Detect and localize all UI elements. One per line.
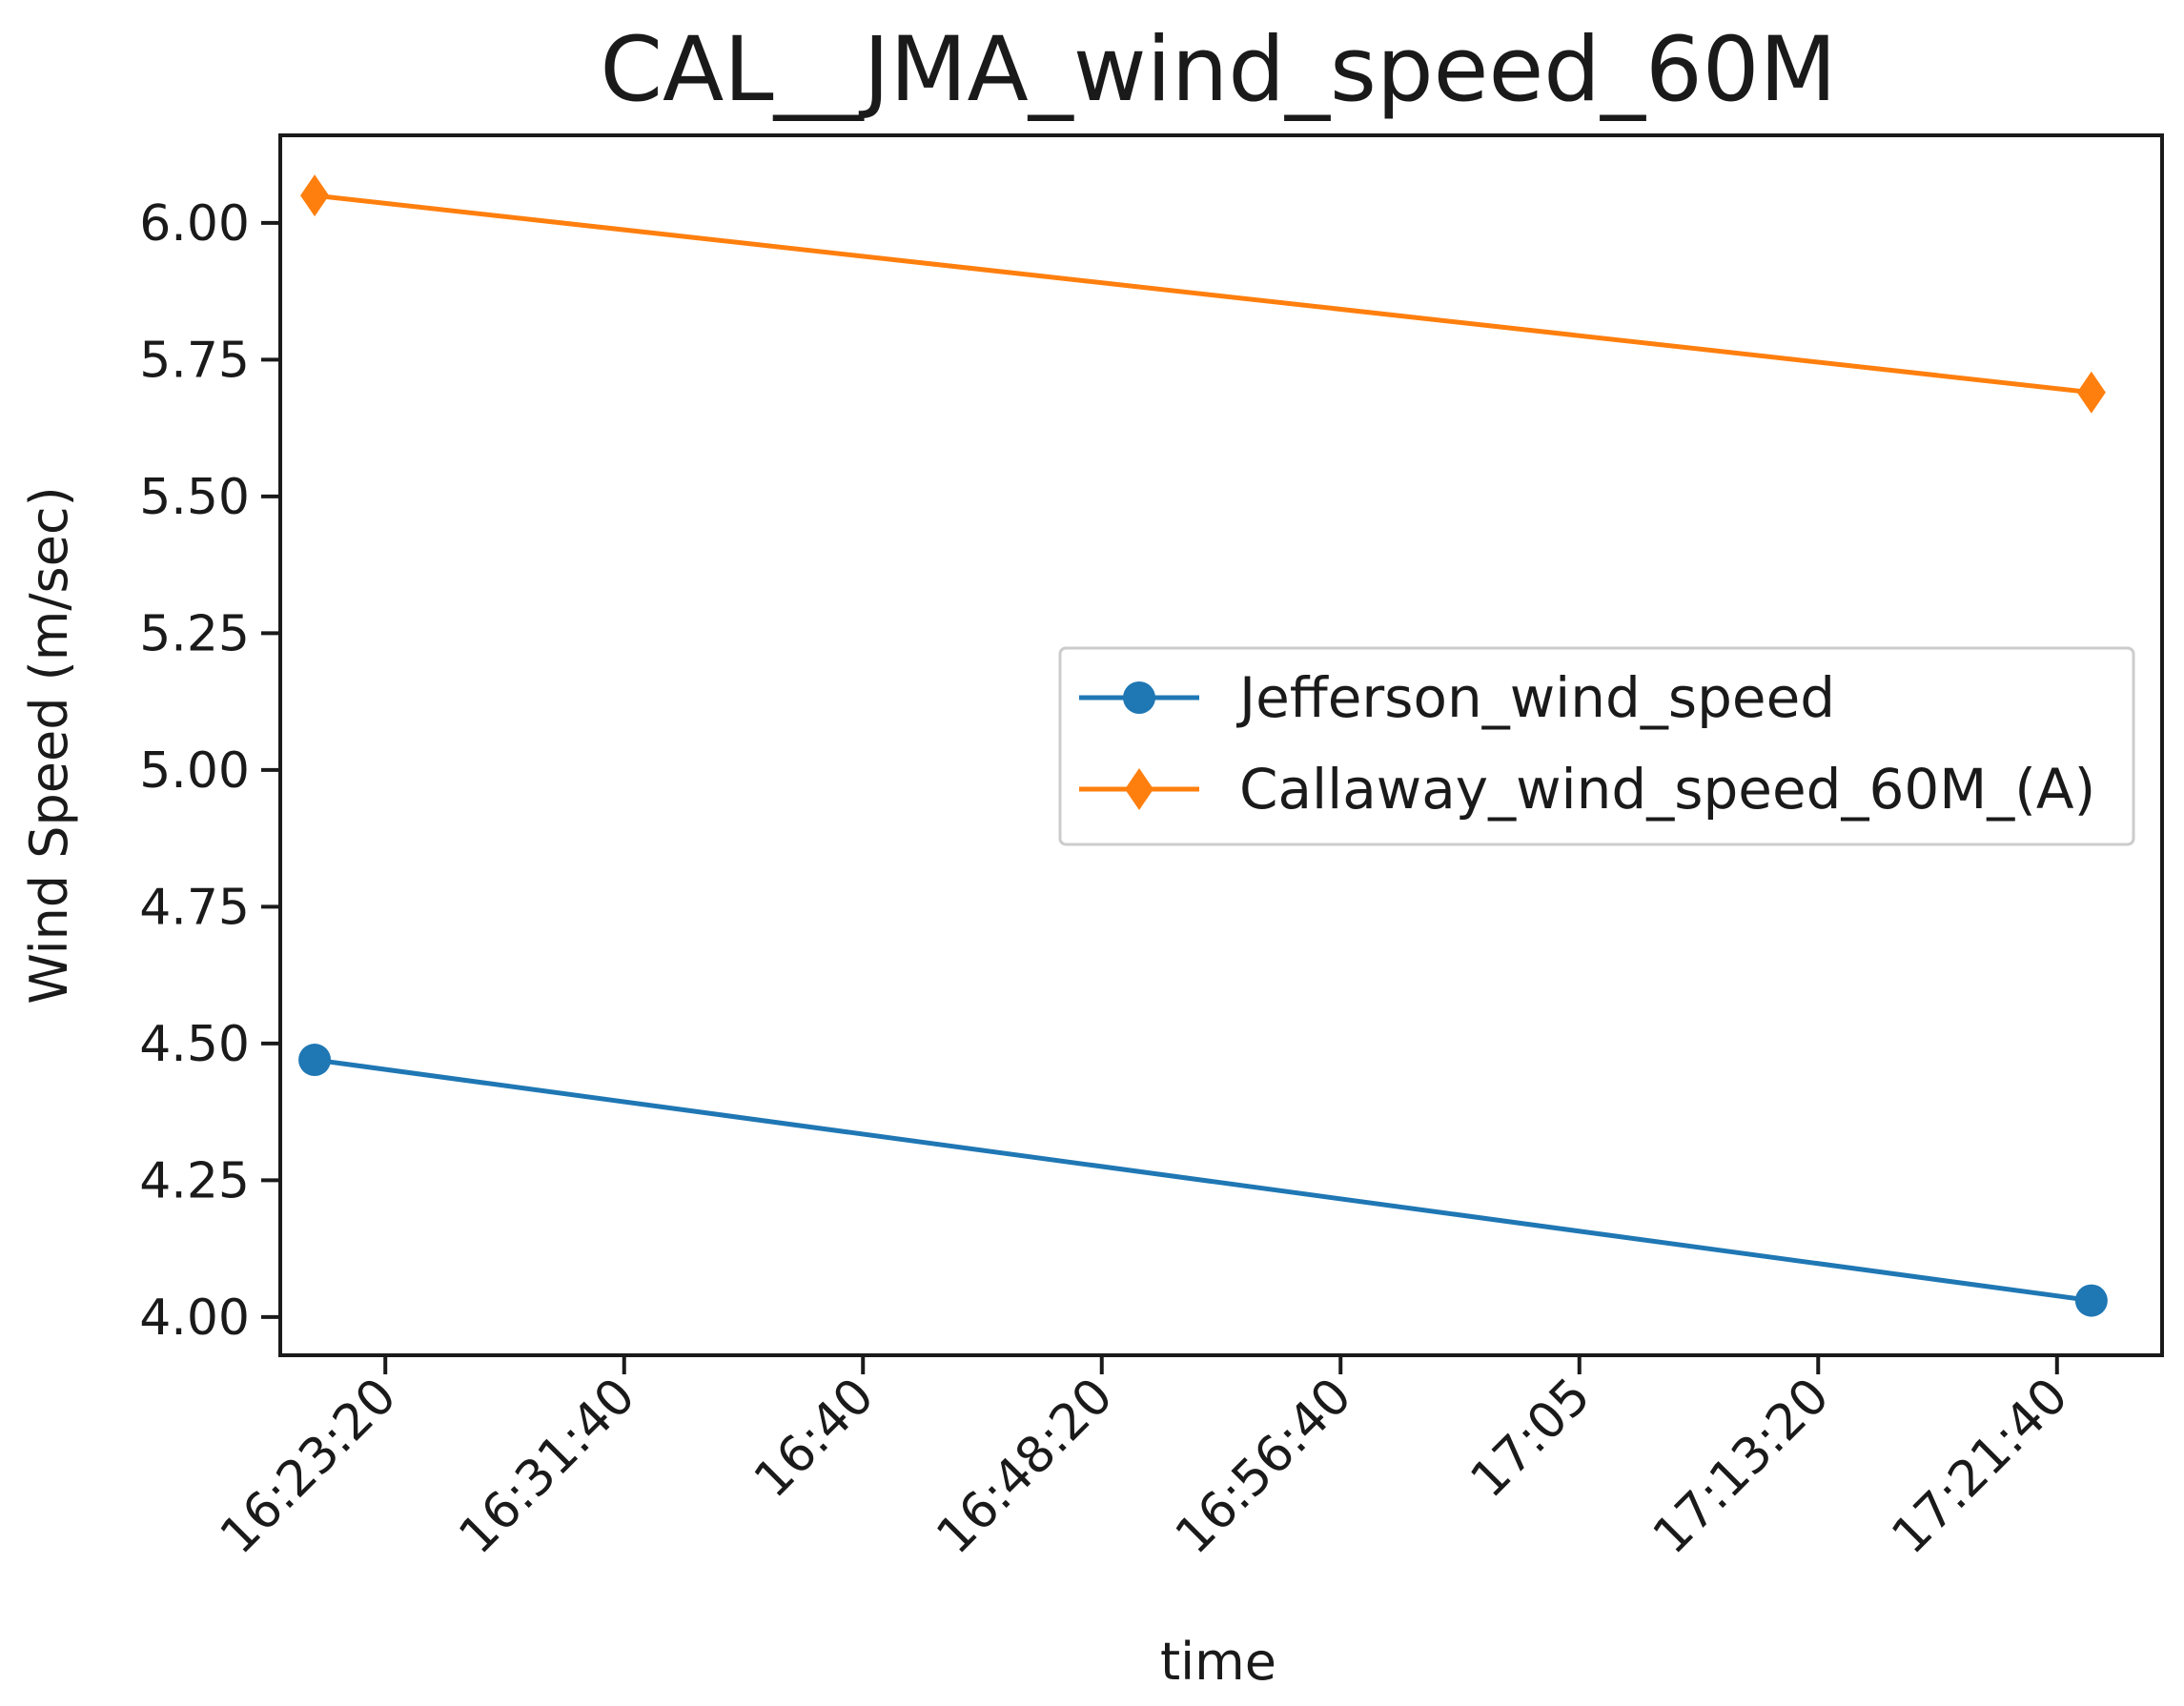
legend-label-2: Callaway_wind_speed_60M_(A) bbox=[1239, 757, 2095, 822]
x-axis-ticks: 16:23:20 16:31:40 16:40 16:48:20 16:56:40 17:… bbox=[210, 1355, 2079, 1565]
x-tick-label: 17:05 bbox=[1460, 1368, 1602, 1509]
x-tick-label: 17:13:20 bbox=[1643, 1368, 1841, 1566]
series-1-point bbox=[2074, 1284, 2108, 1317]
series-2-point bbox=[300, 174, 330, 217]
y-tick-label: 4.50 bbox=[139, 1016, 250, 1073]
y-axis-ticks: 4.00 4.25 4.50 4.75 5.00 5.25 5.50 5.75 6.00 bbox=[139, 195, 280, 1347]
series-layer bbox=[298, 174, 2108, 1317]
y-tick-label: 4.00 bbox=[139, 1290, 250, 1347]
legend-label-1: Jefferson_wind_speed bbox=[1236, 665, 1835, 730]
series-line-1 bbox=[314, 1057, 2092, 1304]
y-axis-label: Wind Speed (m/sec) bbox=[19, 486, 79, 1004]
x-tick-label: 16:56:40 bbox=[1165, 1368, 1363, 1566]
series-1-point bbox=[298, 1044, 332, 1077]
y-tick-label: 5.75 bbox=[139, 332, 250, 389]
x-axis-label: time bbox=[1160, 1632, 1276, 1692]
x-tick-label: 16:31:40 bbox=[448, 1368, 646, 1566]
plot-frame bbox=[278, 133, 2164, 1357]
legend-box bbox=[1058, 646, 2135, 846]
y-tick-label: 5.25 bbox=[139, 605, 250, 662]
chart-title: CAL__JMA_wind_speed_60M bbox=[600, 18, 1836, 122]
x-tick-label: 17:21:40 bbox=[1881, 1368, 2079, 1566]
x-tick-label: 16:40 bbox=[744, 1368, 885, 1509]
legend: Jefferson_wind_speed Callaway_wind_speed_… bbox=[1058, 646, 2135, 846]
y-tick-label: 6.00 bbox=[139, 195, 250, 253]
legend-marker-2 bbox=[1125, 768, 1153, 810]
series-line-2 bbox=[314, 193, 2092, 396]
y-tick-label: 4.75 bbox=[139, 879, 250, 936]
y-tick-label: 5.00 bbox=[139, 742, 250, 800]
legend-marker-1 bbox=[1123, 681, 1155, 714]
series-2-point bbox=[2076, 371, 2106, 414]
y-tick-label: 4.25 bbox=[139, 1152, 250, 1209]
y-tick-label: 5.50 bbox=[139, 469, 250, 526]
x-tick-label: 16:23:20 bbox=[210, 1368, 408, 1566]
x-tick-label: 16:48:20 bbox=[926, 1368, 1124, 1566]
